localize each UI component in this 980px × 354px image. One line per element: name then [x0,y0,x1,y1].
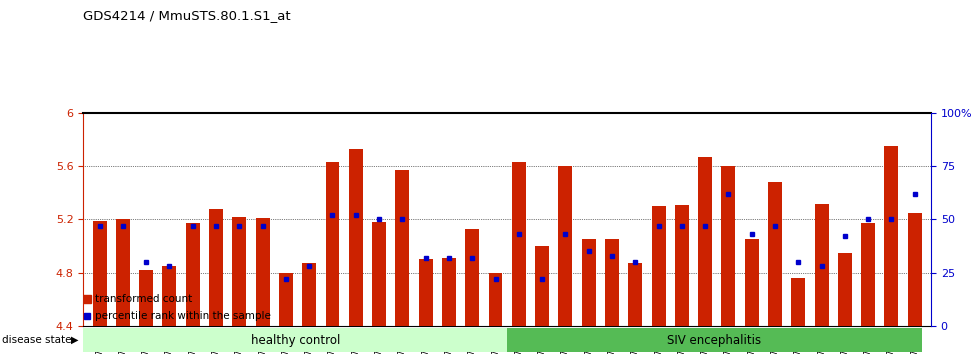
FancyBboxPatch shape [508,328,921,352]
Bar [907,213,921,326]
Bar [209,209,223,326]
Text: ▶: ▶ [71,335,78,345]
Bar [814,204,828,326]
Bar [442,258,456,326]
Bar [139,270,153,326]
Bar [884,147,899,326]
Text: transformed count: transformed count [95,294,192,304]
Bar [745,239,759,326]
Text: SIV encephalitis: SIV encephalitis [667,334,761,347]
Bar [395,170,410,326]
Bar [721,166,735,326]
Bar [861,223,875,326]
Bar [535,246,549,326]
Bar [559,166,572,326]
Bar [279,273,293,326]
Bar [838,253,852,326]
Text: percentile rank within the sample: percentile rank within the sample [95,311,271,321]
Bar [418,259,432,326]
Bar [628,263,642,326]
Bar [325,162,339,326]
Bar [791,278,806,326]
Text: disease state: disease state [2,335,72,345]
Bar [302,263,317,326]
Bar [652,206,665,326]
Bar [768,182,782,326]
Bar [698,157,712,326]
Bar [466,229,479,326]
Bar [605,239,619,326]
Bar [256,218,270,326]
Bar [582,239,596,326]
Text: healthy control: healthy control [251,334,340,347]
Bar [163,266,176,326]
FancyBboxPatch shape [83,328,508,352]
Bar [349,149,363,326]
Bar [93,221,107,326]
Bar [675,205,689,326]
Bar [372,222,386,326]
Text: GDS4214 / MmuSTS.80.1.S1_at: GDS4214 / MmuSTS.80.1.S1_at [83,9,291,22]
Bar [186,223,200,326]
Bar [488,273,503,326]
Bar [232,217,246,326]
Bar [512,162,526,326]
Bar [116,219,130,326]
